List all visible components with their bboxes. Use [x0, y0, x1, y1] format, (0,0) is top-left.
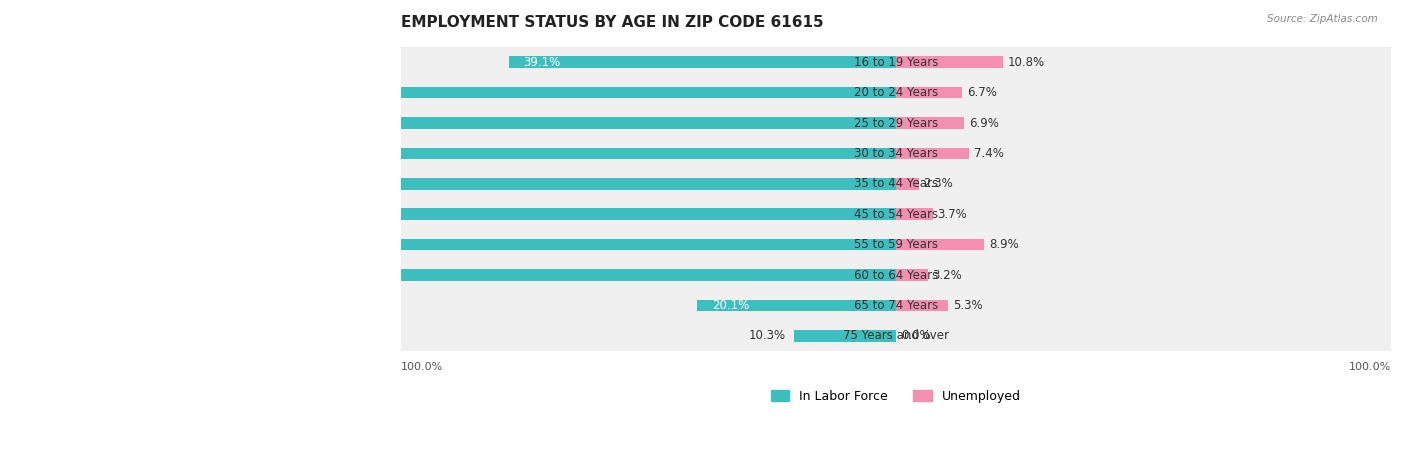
Text: 85.0%: 85.0% [69, 147, 105, 160]
Text: 3.2%: 3.2% [932, 269, 962, 281]
Bar [896, 208, 932, 220]
Text: 74.7%: 74.7% [172, 238, 208, 251]
Text: 10.8%: 10.8% [1008, 55, 1045, 69]
Text: 8.9%: 8.9% [988, 238, 1019, 251]
Text: 6.7%: 6.7% [967, 86, 997, 99]
Bar [401, 230, 1391, 260]
Bar [401, 290, 1391, 321]
Text: 39.1%: 39.1% [523, 55, 561, 69]
Text: 85.8%: 85.8% [60, 86, 98, 99]
Text: 60 to 64 Years: 60 to 64 Years [853, 269, 938, 281]
Bar [46, 87, 896, 98]
Bar [896, 239, 984, 250]
Legend: In Labor Force, Unemployed: In Labor Force, Unemployed [766, 385, 1026, 408]
Text: 30 to 34 Years: 30 to 34 Years [853, 147, 938, 160]
Text: 5.3%: 5.3% [953, 299, 983, 312]
Text: 75 Years and over: 75 Years and over [842, 329, 949, 342]
Bar [401, 260, 1391, 290]
Bar [896, 56, 1002, 68]
Text: 100.0%: 100.0% [1348, 362, 1391, 372]
Bar [401, 169, 1391, 199]
Bar [35, 178, 896, 189]
Text: Source: ZipAtlas.com: Source: ZipAtlas.com [1267, 14, 1378, 23]
Text: 65 to 74 Years: 65 to 74 Years [853, 299, 938, 312]
Bar [896, 147, 969, 159]
Bar [322, 269, 896, 281]
Bar [896, 269, 928, 281]
Text: 2.3%: 2.3% [924, 177, 953, 190]
Text: 0.0%: 0.0% [901, 329, 931, 342]
Bar [156, 239, 896, 250]
Bar [401, 78, 1391, 108]
Bar [108, 117, 896, 129]
Bar [697, 300, 896, 311]
Text: 10.3%: 10.3% [749, 329, 786, 342]
Bar [896, 117, 965, 129]
Bar [401, 199, 1391, 230]
Bar [401, 108, 1391, 138]
Bar [97, 208, 896, 220]
Text: 100.0%: 100.0% [401, 362, 443, 372]
Bar [896, 87, 962, 98]
Bar [401, 47, 1391, 78]
Text: EMPLOYMENT STATUS BY AGE IN ZIP CODE 61615: EMPLOYMENT STATUS BY AGE IN ZIP CODE 616… [401, 15, 824, 30]
Text: 79.5%: 79.5% [124, 116, 160, 129]
Text: 80.7%: 80.7% [111, 208, 149, 221]
Text: 58.0%: 58.0% [336, 269, 374, 281]
Bar [896, 300, 949, 311]
Text: 86.9%: 86.9% [51, 177, 87, 190]
Bar [401, 138, 1391, 169]
Bar [896, 178, 918, 189]
Bar [401, 321, 1391, 351]
Bar [55, 147, 896, 159]
Text: 35 to 44 Years: 35 to 44 Years [853, 177, 938, 190]
Text: 7.4%: 7.4% [974, 147, 1004, 160]
Text: 45 to 54 Years: 45 to 54 Years [853, 208, 938, 221]
Text: 6.9%: 6.9% [969, 116, 1000, 129]
Text: 3.7%: 3.7% [938, 208, 967, 221]
Text: 20.1%: 20.1% [711, 299, 749, 312]
Bar [794, 330, 896, 342]
Text: 55 to 59 Years: 55 to 59 Years [853, 238, 938, 251]
Text: 25 to 29 Years: 25 to 29 Years [853, 116, 938, 129]
Bar [509, 56, 896, 68]
Text: 20 to 24 Years: 20 to 24 Years [853, 86, 938, 99]
Text: 16 to 19 Years: 16 to 19 Years [853, 55, 938, 69]
